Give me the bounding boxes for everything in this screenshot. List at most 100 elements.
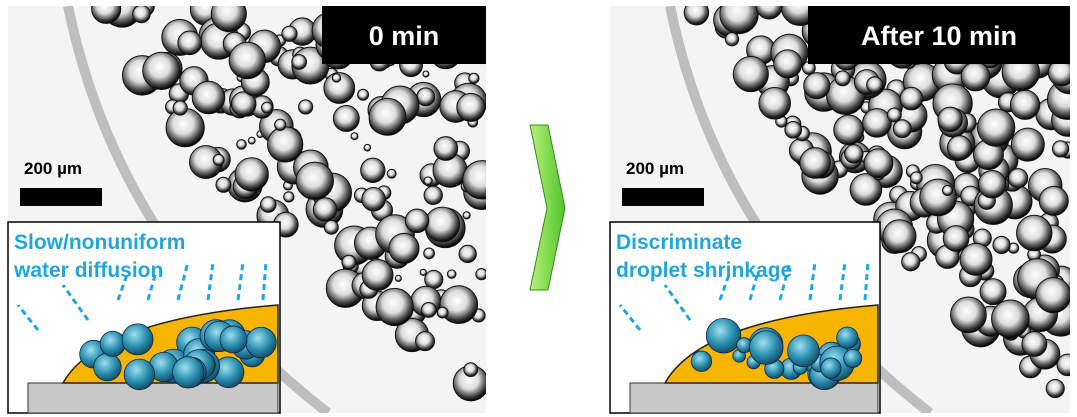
sphere: [788, 335, 820, 367]
bubble: [725, 33, 738, 46]
bubble: [978, 109, 1015, 146]
bubble: [211, 0, 246, 32]
sphere: [749, 331, 783, 365]
bubble: [978, 171, 1005, 198]
bubble: [342, 255, 356, 269]
bubble: [235, 158, 268, 191]
bubble: [425, 207, 460, 242]
scale-label: 200 µm: [626, 159, 684, 178]
substrate: [630, 383, 878, 413]
bubble: [284, 192, 294, 202]
bubble: [834, 115, 864, 145]
bubble: [416, 332, 435, 351]
sphere: [691, 351, 711, 371]
bubble: [883, 220, 916, 253]
bubble: [902, 253, 920, 271]
inset-text: droplet shrinkage: [616, 259, 792, 282]
sphere: [837, 327, 858, 348]
bubble: [351, 133, 358, 140]
bubble: [362, 188, 385, 211]
bubble: [463, 212, 470, 219]
bubble: [92, 0, 121, 23]
bubble: [362, 260, 393, 291]
time-label: 0 min: [369, 21, 440, 51]
sphere: [124, 359, 155, 390]
bubble: [237, 140, 247, 150]
bubble: [943, 226, 969, 252]
bubble: [1017, 215, 1052, 250]
bubble: [268, 127, 303, 162]
bubble: [299, 100, 313, 114]
sphere: [100, 331, 125, 356]
bubble: [192, 81, 225, 114]
bubble: [437, 307, 448, 318]
bubble: [684, 0, 708, 24]
inset-text: water diffusion: [13, 259, 163, 282]
bubble: [1046, 379, 1064, 397]
sphere: [821, 358, 841, 378]
bubble: [376, 288, 413, 325]
scale-label: 200 µm: [24, 159, 82, 178]
bubble: [143, 52, 180, 89]
panel: After 10 min 200 µm Discriminatedroplet sh…: [610, 0, 1077, 413]
bubble: [864, 149, 893, 178]
bubble: [900, 87, 923, 110]
bubble: [1011, 128, 1044, 161]
bubble: [947, 136, 971, 160]
bubble: [313, 198, 337, 222]
bubble: [405, 209, 428, 232]
bubble: [1008, 169, 1027, 188]
bubble: [216, 177, 231, 192]
bubble: [993, 236, 1010, 253]
bubble: [387, 169, 396, 178]
sphere: [706, 318, 741, 353]
bubble: [166, 108, 204, 146]
bubble: [759, 87, 791, 119]
bubble: [229, 42, 265, 78]
bubble: [942, 185, 952, 195]
bubble: [424, 186, 442, 204]
bubble: [332, 74, 340, 82]
bubble: [961, 62, 990, 91]
bubble: [358, 89, 369, 100]
time-label: After 10 min: [861, 21, 1017, 51]
bubble: [389, 233, 419, 263]
bubble: [845, 145, 863, 163]
bubble: [457, 93, 485, 121]
bubble: [361, 158, 385, 182]
bubble: [476, 269, 487, 280]
bubble: [980, 279, 1006, 305]
bubble: [423, 71, 429, 77]
bubble: [261, 102, 272, 113]
bubble: [720, 0, 758, 34]
bubble: [213, 154, 224, 165]
bubble: [395, 275, 401, 281]
sphere: [246, 327, 276, 357]
bubble: [420, 269, 426, 275]
arrow: [530, 125, 565, 290]
bubble: [324, 220, 338, 234]
bubble: [261, 197, 277, 213]
bubble: [369, 98, 406, 135]
bubble: [804, 73, 830, 99]
bubble: [424, 177, 432, 185]
figure: 0 min 200 µm Slow/nonuniformwater diffusio…: [0, 0, 1077, 417]
sphere: [94, 353, 122, 381]
bubble: [133, 5, 151, 23]
bubble: [867, 77, 883, 93]
bubble: [296, 162, 333, 199]
bubble: [421, 302, 436, 317]
bubble: [459, 245, 476, 262]
bubble: [282, 26, 297, 41]
bubble: [1022, 332, 1047, 357]
bubble: [434, 137, 458, 161]
bubble: [774, 50, 802, 78]
substrate: [28, 383, 278, 413]
bubble: [910, 172, 922, 184]
scale-bar: [20, 188, 102, 206]
bubble: [1039, 186, 1068, 215]
scale-bar: [622, 188, 704, 206]
